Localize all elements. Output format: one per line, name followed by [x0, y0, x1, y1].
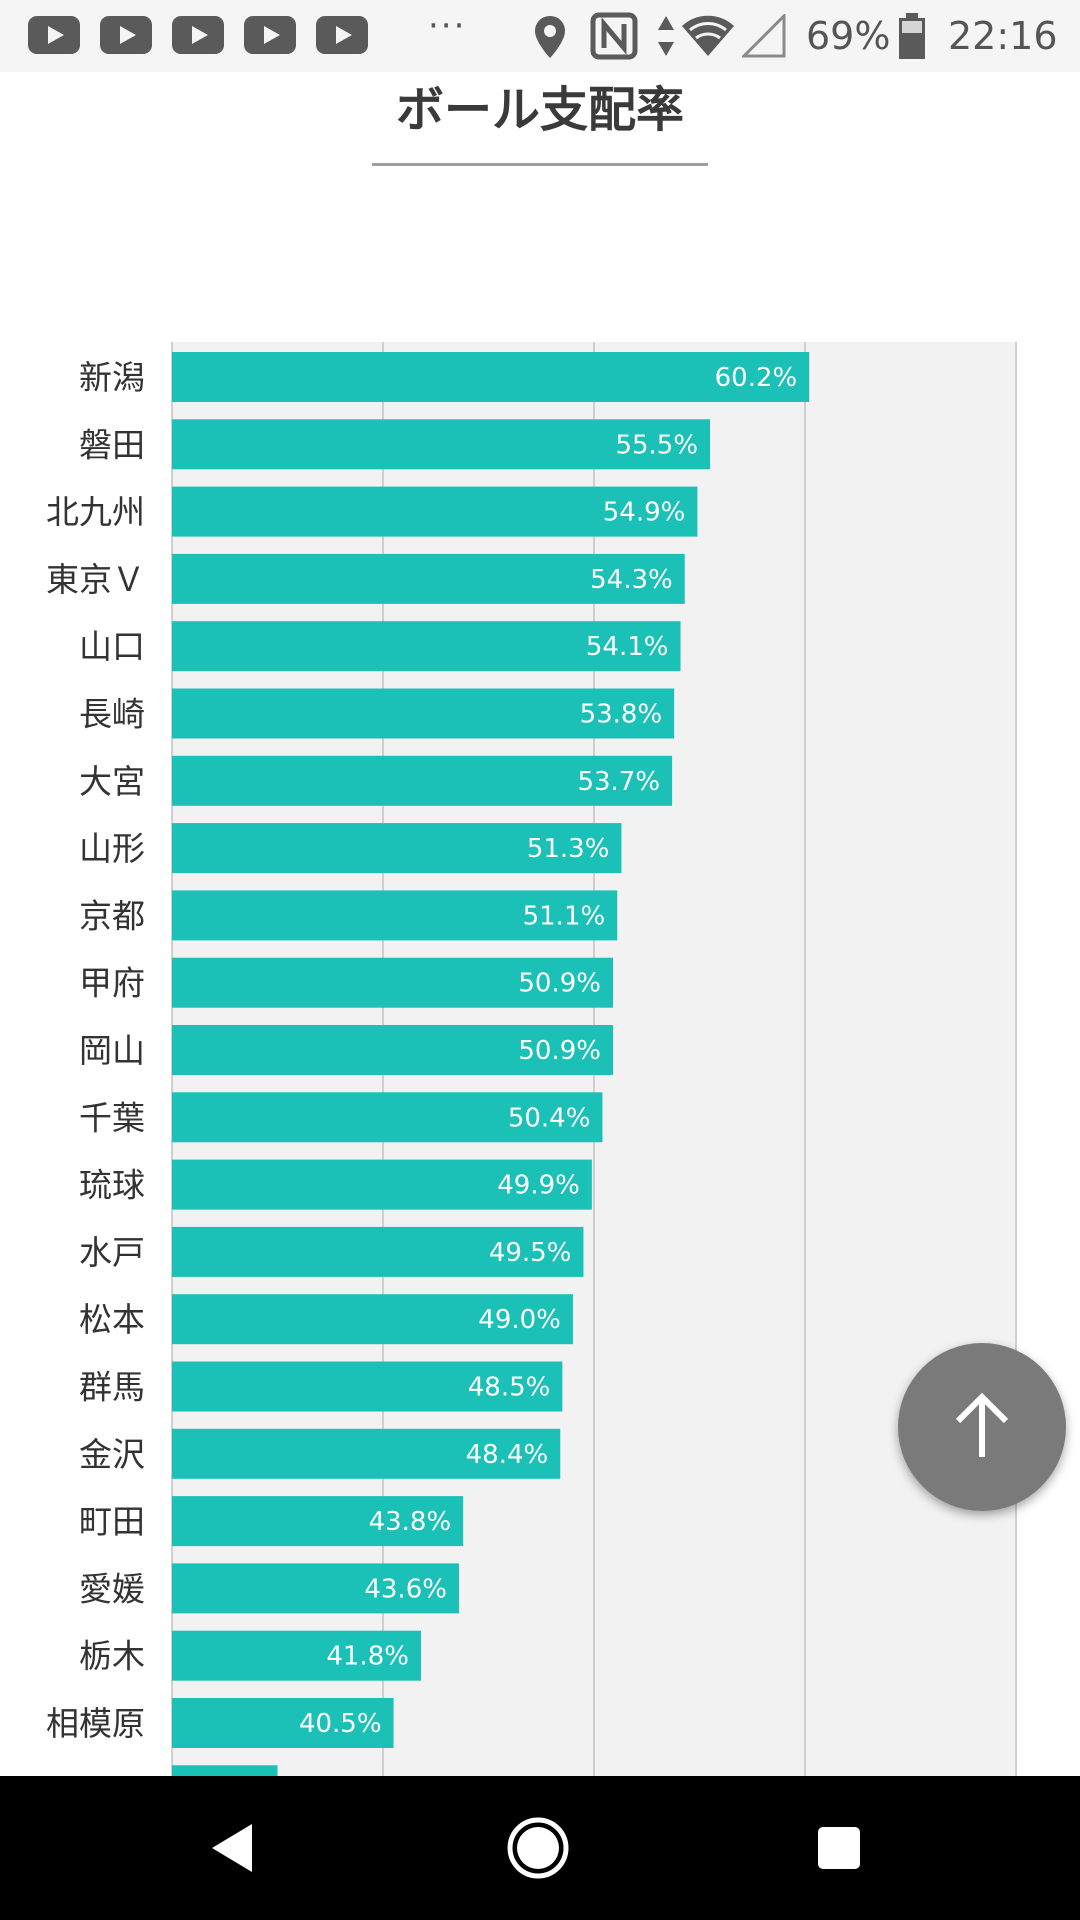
bars: 60.2% 55.5% 54.9% 54.3% 54.1% 53.8% 53.7% 51.3%…	[172, 352, 810, 1776]
location-icon	[535, 16, 565, 58]
category-label: 栃木	[79, 1637, 145, 1676]
data-label: 51.3%	[527, 834, 610, 864]
data-label: 48.5%	[468, 1373, 551, 1403]
data-label: 40.5%	[299, 1709, 382, 1739]
possession-bar-chart: 60.2% 55.5% 54.9% 54.3% 54.1% 53.8% 53.7% 51.3%…	[46, 342, 1017, 1776]
category-label: 長崎	[79, 695, 145, 734]
data-label: 50.9%	[518, 1036, 601, 1066]
bar	[172, 1698, 394, 1748]
category-label: 山形	[79, 829, 145, 868]
bar	[172, 1092, 603, 1143]
data-label: 48.4%	[466, 1440, 549, 1470]
data-label: 53.7%	[577, 767, 660, 797]
bar	[172, 352, 810, 402]
bar	[172, 890, 618, 941]
nfc-icon	[590, 12, 638, 60]
data-transfer-icon	[658, 16, 674, 56]
data-label: 50.4%	[508, 1103, 591, 1133]
bar	[172, 1159, 592, 1210]
category-label: 岡山	[79, 1031, 145, 1070]
bar	[172, 1630, 421, 1681]
category-label: 琉球	[79, 1166, 145, 1205]
bar	[172, 688, 675, 739]
data-label: 49.0%	[478, 1305, 561, 1335]
youtube-icon	[244, 16, 296, 54]
category-label: 相模原	[46, 1704, 145, 1743]
data-label: 54.3%	[590, 565, 673, 595]
data-label: 60.2%	[715, 363, 798, 393]
title-underline	[372, 163, 708, 166]
bar	[172, 1226, 584, 1277]
scroll-to-top-button[interactable]	[898, 1343, 1066, 1511]
data-label: 49.9%	[497, 1171, 580, 1201]
category-label: 新潟	[79, 358, 145, 397]
category-label: 東京Ｖ	[46, 560, 145, 599]
bar	[172, 1294, 573, 1345]
category-label: 金沢	[79, 1435, 145, 1474]
data-label: 49.5%	[489, 1238, 572, 1268]
data-label: 41.8%	[326, 1642, 409, 1672]
category-label: 町田	[79, 1502, 145, 1541]
category-label: 北九州	[46, 493, 145, 532]
data-label: 50.9%	[518, 969, 601, 999]
battery-percent: 69%	[806, 14, 891, 58]
bar	[172, 486, 698, 537]
bar	[172, 957, 613, 1008]
bar	[172, 1563, 459, 1614]
data-label: 54.9%	[603, 498, 686, 528]
bar-partial	[172, 1765, 278, 1776]
recents-icon[interactable]	[815, 1824, 863, 1872]
data-label: 43.8%	[369, 1507, 452, 1537]
category-label: 甲府	[79, 964, 145, 1003]
youtube-icon	[100, 16, 152, 54]
clock: 22:16	[948, 14, 1058, 58]
youtube-icon	[316, 16, 368, 54]
data-label: 54.1%	[586, 632, 669, 662]
category-label: 磐田	[79, 425, 145, 464]
data-label: 53.8%	[580, 700, 663, 730]
wifi-icon	[682, 15, 734, 57]
back-icon[interactable]	[206, 1820, 262, 1876]
battery-icon	[899, 13, 925, 59]
status-bar: ··· 69% 22:16	[0, 0, 1080, 72]
bar	[172, 621, 681, 672]
category-label: 山口	[79, 627, 145, 666]
bar	[172, 755, 673, 806]
bar	[172, 1361, 563, 1412]
data-label: 43.6%	[364, 1574, 447, 1604]
category-label: 大宮	[79, 762, 145, 801]
category-label: 京都	[79, 896, 145, 935]
category-label: 群馬	[79, 1368, 145, 1407]
arrow-up-icon	[955, 1392, 1009, 1457]
data-label: 51.1%	[523, 901, 606, 931]
bar	[172, 419, 711, 470]
bar	[172, 553, 685, 604]
category-label: 愛媛	[79, 1569, 145, 1608]
bar	[172, 1428, 561, 1479]
youtube-icon	[28, 16, 80, 54]
page-title: ボール支配率	[395, 82, 684, 138]
category-label: 松本	[79, 1300, 145, 1339]
home-icon[interactable]	[506, 1816, 570, 1880]
category-label: 千葉	[79, 1098, 145, 1137]
bar	[172, 1025, 613, 1075]
overflow-indicator: ···	[428, 6, 467, 46]
data-label: 55.5%	[615, 430, 698, 460]
bar	[172, 1496, 464, 1547]
signal-icon	[742, 14, 786, 58]
navigation-bar	[0, 1776, 1080, 1920]
bar	[172, 823, 622, 874]
category-label: 水戸	[79, 1233, 145, 1272]
youtube-icon	[172, 16, 224, 54]
